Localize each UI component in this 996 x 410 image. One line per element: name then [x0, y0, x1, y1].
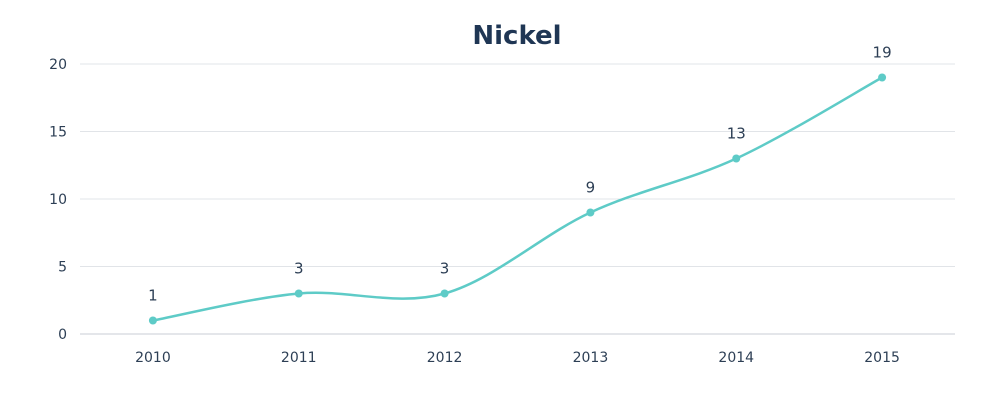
data-points [148, 73, 887, 325]
x-tick-label: 2010 [135, 350, 171, 366]
y-axis-ticks: 0 5 10 15 20 [49, 57, 67, 343]
data-point [440, 289, 449, 298]
y-tick-label: 20 [49, 57, 67, 73]
data-label: 3 [440, 260, 450, 278]
data-point [586, 208, 595, 217]
grid-lines [80, 63, 955, 335]
x-tick-label: 2013 [573, 350, 609, 366]
data-point [294, 289, 303, 298]
data-label: 1 [148, 287, 158, 305]
y-tick-label: 5 [58, 260, 67, 276]
data-label: 13 [727, 125, 746, 143]
data-point [878, 73, 887, 82]
x-tick-label: 2015 [864, 350, 900, 366]
data-point [732, 154, 741, 163]
y-tick-label: 0 [58, 327, 67, 343]
series-line [152, 76, 883, 322]
data-label: 3 [294, 260, 304, 278]
data-label: 19 [873, 44, 892, 62]
x-tick-label: 2012 [427, 350, 463, 366]
y-tick-label: 15 [49, 125, 67, 141]
x-tick-label: 2014 [718, 350, 754, 366]
data-point [148, 316, 157, 325]
data-label: 9 [586, 179, 596, 197]
x-tick-label: 2011 [281, 350, 317, 366]
x-axis-ticks: 2010 2011 2012 2013 2014 2015 [135, 350, 900, 366]
chart-title: Nickel [472, 21, 561, 51]
y-tick-label: 10 [49, 192, 67, 208]
